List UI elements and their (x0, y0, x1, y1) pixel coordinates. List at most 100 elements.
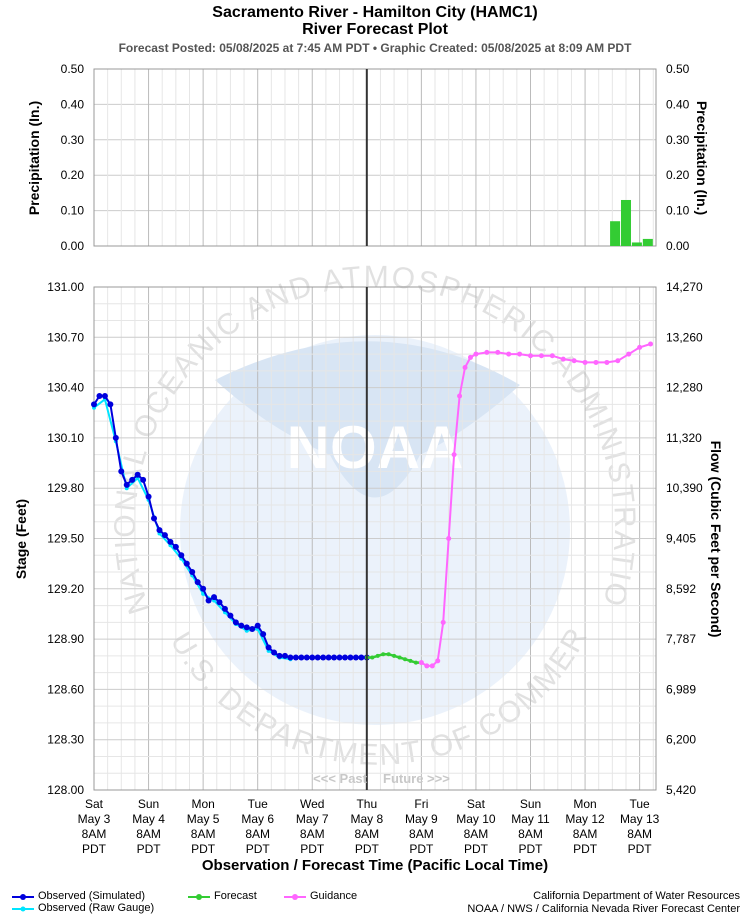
x-tick-label: May 8 (350, 812, 383, 826)
x-tick-label: 8AM (464, 827, 489, 841)
observed-point (271, 649, 278, 656)
guidance-point (560, 356, 566, 362)
legend-observed-raw-marker (12, 906, 34, 912)
x-tick-label: May 6 (241, 812, 274, 826)
stage-tick-label-left: 131.00 (47, 280, 84, 294)
x-tick-label: May 4 (132, 812, 165, 826)
guidance-point (440, 619, 446, 625)
precip-tick-label-left: 0.20 (61, 168, 85, 182)
legend-observed-sim-marker (12, 894, 34, 900)
x-tick-label: May 13 (620, 812, 660, 826)
x-tick-label: Sun (138, 797, 159, 811)
guidance-point (467, 354, 473, 360)
observed-point (123, 481, 130, 488)
precip-tick-label-left: 0.00 (61, 239, 85, 253)
forecast-point (397, 655, 402, 660)
x-tick-label: Wed (300, 797, 324, 811)
stage-y-label-left: Stage (Feet) (13, 499, 29, 579)
forecast-point (392, 653, 397, 658)
x-tick-label: PDT (82, 842, 107, 856)
observed-point (167, 538, 174, 545)
observed-point (161, 532, 168, 539)
flow-tick-label-right: 14,270 (666, 280, 703, 294)
forecast-point (375, 653, 380, 658)
stage-series (91, 287, 654, 790)
observed-point (331, 654, 338, 661)
observed-point (91, 401, 97, 408)
chart-title: Sacramento River - Hamilton City (HAMC1) (212, 4, 538, 21)
precip-tick-label-right: 0.30 (666, 133, 690, 147)
credit-line-1: California Department of Water Resources (533, 890, 740, 902)
observed-point (347, 654, 354, 661)
forecast-point (370, 655, 375, 660)
observed-point (254, 622, 261, 629)
legend-guidance-label: Guidance (310, 890, 358, 902)
guidance-point (528, 353, 534, 359)
observed-point (243, 624, 250, 631)
observed-point (134, 471, 141, 478)
guidance-point (604, 359, 610, 365)
flow-tick-label-right: 5,420 (666, 783, 696, 797)
observed-point (238, 622, 245, 629)
flow-tick-label-right: 9,405 (666, 532, 696, 546)
flow-tick-label-right: 11,320 (666, 431, 702, 445)
observed-point (298, 654, 305, 661)
guidance-point (435, 658, 441, 664)
observed-point (260, 631, 267, 638)
observed-point (172, 543, 179, 550)
observed-point (232, 619, 239, 626)
x-tick-label: Tue (248, 797, 269, 811)
observed-point (303, 654, 310, 661)
observed-point (352, 654, 359, 661)
precip-y-axis-left: 0.00 0.10 0.20 0.30 0.40 0.50 (61, 62, 85, 253)
x-tick-label: Thu (356, 797, 377, 811)
x-tick-label: 8AM (409, 827, 434, 841)
stage-tick-label-left: 128.30 (47, 733, 84, 747)
precip-tick-label-left: 0.40 (61, 97, 85, 111)
observed-point (325, 654, 332, 661)
precip-tick-label-right: 0.40 (666, 97, 690, 111)
precip-bars (365, 69, 653, 246)
precip-bar (642, 238, 653, 246)
precip-grid (93, 68, 657, 247)
x-tick-label: PDT (300, 842, 325, 856)
stage-tick-label-left: 128.90 (47, 632, 84, 646)
guidance-point (615, 358, 621, 364)
guidance-point (648, 341, 654, 347)
x-axis-label: Observation / Forecast Time (Pacific Loc… (202, 857, 548, 874)
x-tick-label: Fri (414, 797, 428, 811)
observed-point (101, 392, 108, 399)
x-tick-label: May 12 (565, 812, 605, 826)
guidance-point (451, 452, 457, 458)
observed-point (276, 652, 283, 659)
x-tick-label: PDT (519, 842, 544, 856)
stage-tick-label-left: 130.10 (47, 431, 84, 445)
future-label: Future >>> (383, 771, 450, 786)
observed-point (358, 654, 365, 661)
observed-point (107, 401, 114, 408)
observed-point (227, 612, 234, 619)
observed-point (112, 434, 119, 441)
chart-subtitle: River Forecast Plot (302, 21, 448, 38)
guidance-point (462, 364, 468, 370)
legend-observed-sim-label: Observed (Simulated) (38, 890, 145, 902)
guidance-point (582, 359, 588, 365)
stage-tick-label-left: 128.00 (47, 783, 84, 797)
stage-y-axis-left: 128.00 128.30 128.60 128.90 129.20 129.50 129.… (47, 280, 84, 797)
guidance-point (457, 393, 463, 399)
x-tick-label: Sun (520, 797, 541, 811)
stage-grid (93, 286, 657, 791)
chart-meta: Forecast Posted: 05/08/2025 at 7:45 AM P… (118, 41, 632, 55)
observed-point (336, 654, 343, 661)
guidance-point (626, 351, 632, 357)
guidance-point (571, 358, 577, 364)
guidance-point (446, 536, 452, 541)
observed-point (129, 476, 136, 483)
guidance-point (637, 344, 643, 350)
x-tick-label: PDT (573, 842, 598, 856)
precip-tick-label-right: 0.20 (666, 168, 690, 182)
precip-tick-label-right: 0.00 (666, 239, 690, 253)
flow-tick-label-right: 6,989 (666, 682, 696, 696)
stage-tick-label-left: 129.50 (47, 532, 84, 546)
stage-tick-label-left: 130.40 (47, 381, 84, 395)
